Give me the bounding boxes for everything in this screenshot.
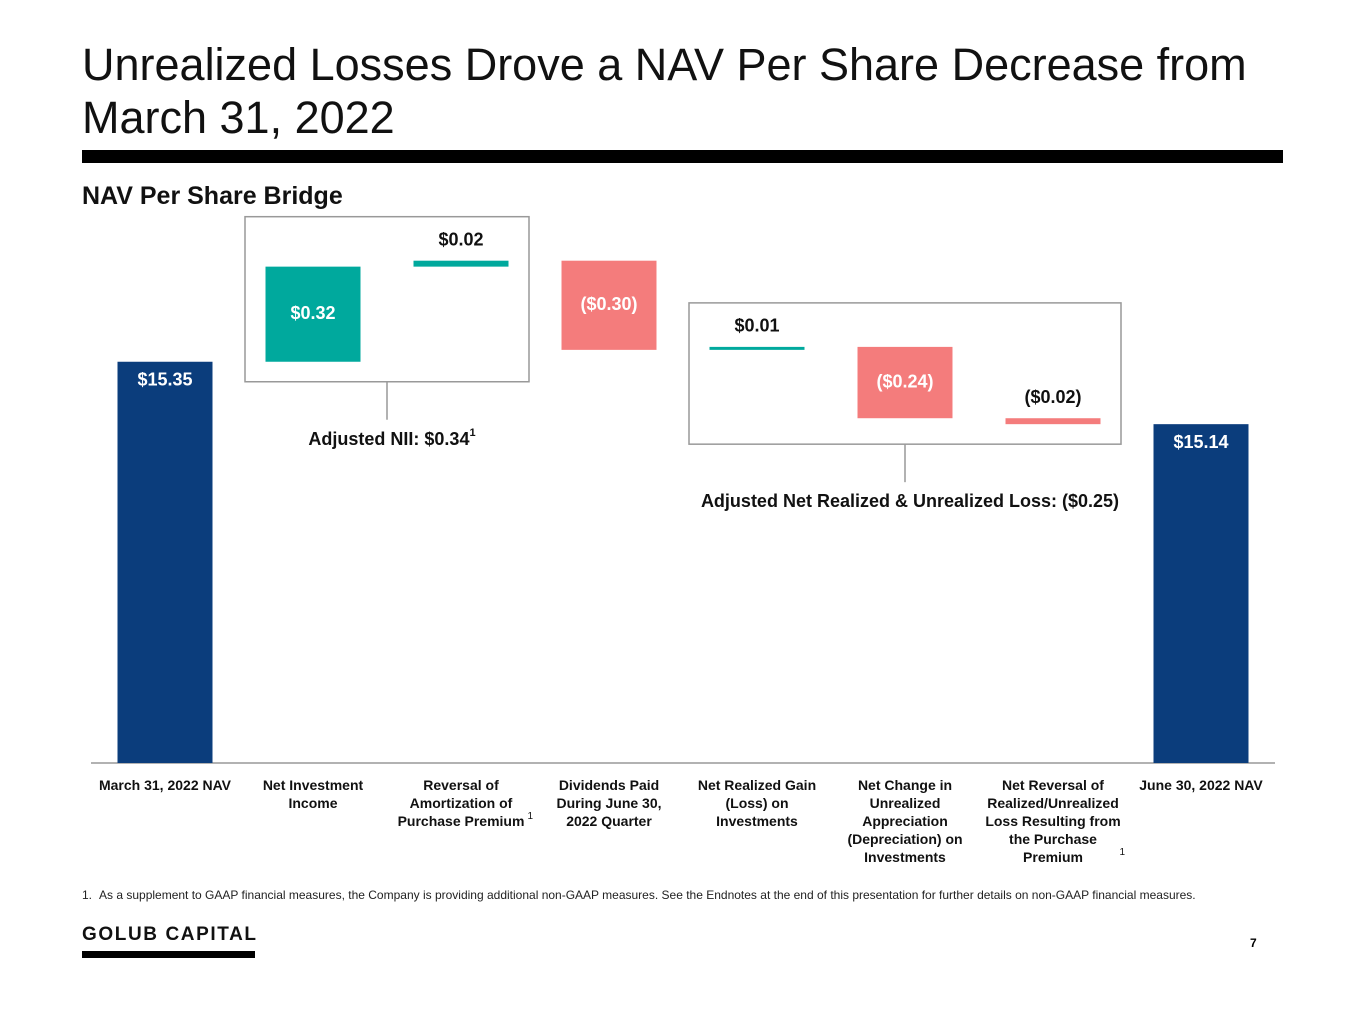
- bar: [413, 260, 509, 267]
- chart-subtitle: NAV Per Share Bridge: [82, 182, 343, 210]
- x-tick-label: Net Realized Gain (Loss) on Investments: [689, 776, 825, 830]
- bar: [265, 266, 361, 362]
- bar: [561, 260, 657, 350]
- slide-title: Unrealized Losses Drove a NAV Per Share …: [82, 39, 1247, 143]
- value-label: ($0.02): [1024, 387, 1081, 407]
- x-tick-text: Dividends Paid During June 30, 2022 Quar…: [556, 777, 662, 829]
- x-tick-label: Dividends Paid During June 30, 2022 Quar…: [541, 776, 677, 830]
- value-label: $15.35: [137, 370, 192, 390]
- value-label: $0.32: [290, 303, 335, 323]
- footnote-ref: 1: [1119, 847, 1125, 858]
- footnote-text: As a supplement to GAAP financial measur…: [99, 888, 1196, 902]
- bar: [857, 346, 953, 419]
- group-label-text: Adjusted NII: $0.34: [308, 429, 469, 449]
- x-tick-text: March 31, 2022 NAV: [98, 777, 232, 793]
- value-label: ($0.24): [876, 371, 933, 391]
- x-tick-text: Reversal of Amortization of Purchase Pre…: [397, 777, 525, 829]
- x-tick-label: Net Change in Unrealized Appreciation (D…: [837, 776, 973, 866]
- bar: [709, 346, 805, 350]
- value-label: $15.14: [1173, 432, 1228, 452]
- value-label: $0.01: [734, 316, 779, 336]
- x-tick-label: Net Reversal of Realized/Unrealized Loss…: [985, 776, 1125, 866]
- logo-bar: [82, 951, 255, 958]
- x-tick-text: Net Reversal of Realized/Unrealized Loss…: [985, 777, 1121, 865]
- page-number: 7: [1250, 936, 1257, 950]
- value-label: $0.02: [438, 229, 483, 249]
- footnote: 1. As a supplement to GAAP financial meas…: [82, 887, 1252, 903]
- footnote-marker: 1.: [82, 888, 93, 902]
- x-tick-label: June 30, 2022 NAV: [1133, 776, 1269, 794]
- x-tick-label: Reversal of Amortization of Purchase Pre…: [393, 776, 533, 830]
- x-tick-text: Net Investment Income: [262, 777, 364, 811]
- logo: GOLUB CAPITAL: [82, 924, 258, 945]
- group-label: Adjusted Net Realized & Unrealized Loss:…: [701, 491, 1119, 511]
- footnote-ref: 1: [469, 427, 475, 439]
- x-tick-label: March 31, 2022 NAV: [97, 776, 233, 794]
- group-label: Adjusted NII: $0.341: [308, 427, 475, 449]
- x-tick-text: June 30, 2022 NAV: [1139, 777, 1263, 793]
- bar: [1153, 424, 1249, 763]
- value-label: ($0.30): [580, 294, 637, 314]
- x-tick-text: Net Change in Unrealized Appreciation (D…: [847, 777, 963, 865]
- x-tick-text: Net Realized Gain (Loss) on Investments: [697, 777, 817, 829]
- group-label-text: Adjusted Net Realized & Unrealized Loss:…: [701, 491, 1119, 511]
- title-rule: [82, 150, 1283, 163]
- bar: [117, 361, 213, 763]
- bar: [1005, 418, 1101, 425]
- x-tick-label: Net Investment Income: [245, 776, 381, 812]
- footnote-ref: 1: [527, 811, 533, 822]
